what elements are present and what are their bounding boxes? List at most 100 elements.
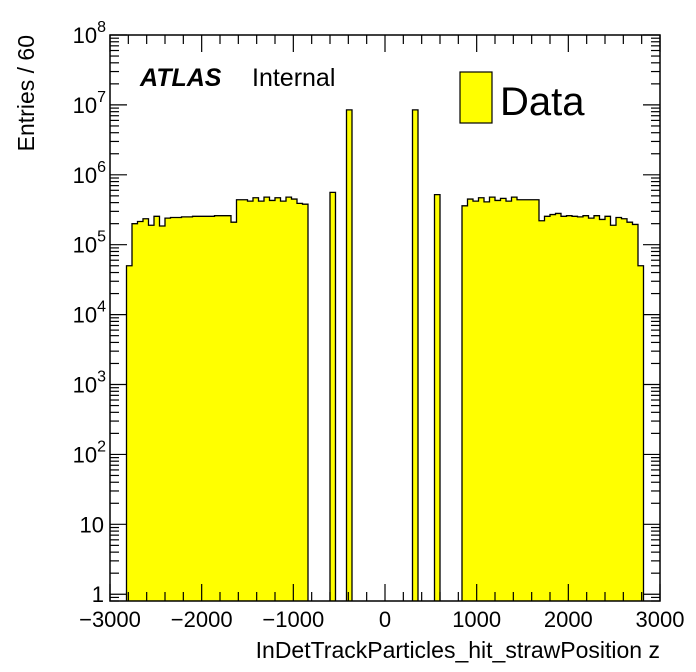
- histogram-bar: [187, 216, 193, 601]
- histogram-bar: [588, 218, 594, 601]
- histogram-bar: [522, 199, 528, 602]
- histogram-bar: [627, 222, 633, 601]
- plot-frame: [109, 34, 661, 602]
- histogram-bar: [236, 199, 242, 602]
- histogram-bar: [165, 218, 171, 601]
- histogram-bar: [253, 197, 259, 602]
- histogram-bar: [346, 109, 352, 601]
- y-tick-label: 107: [73, 89, 106, 118]
- histogram-bar: [181, 216, 187, 601]
- histogram-bar: [544, 216, 550, 602]
- histogram-bar: [302, 204, 308, 601]
- histogram-bar: [462, 205, 468, 601]
- histogram-bar: [412, 109, 418, 601]
- y-tick-label: 104: [73, 299, 106, 328]
- histogram-bar: [209, 216, 215, 602]
- histogram-outline: [125, 196, 309, 601]
- histogram-bar: [269, 200, 275, 601]
- histogram-bar: [159, 226, 165, 601]
- histogram-bar: [225, 215, 231, 601]
- histogram-bar: [473, 201, 479, 601]
- histogram-bar: [280, 201, 286, 601]
- x-tick-label: −2000: [171, 607, 233, 632]
- x-tick-label: −3000: [79, 607, 141, 632]
- histogram-bar: [137, 221, 143, 601]
- y-tick-label: 10: [80, 512, 104, 537]
- x-tick-label: 0: [379, 607, 391, 632]
- histogram-bar: [561, 216, 567, 602]
- histogram-bar: [176, 217, 182, 601]
- y-tick-label: 103: [73, 369, 106, 398]
- histogram-outline: [329, 191, 337, 601]
- histogram-bar: [583, 215, 589, 601]
- histogram-bar: [297, 203, 303, 601]
- histogram-bar: [275, 197, 281, 602]
- y-tick-label: 105: [73, 229, 106, 258]
- histogram-bar: [467, 199, 473, 602]
- histogram-bar: [577, 216, 583, 601]
- x-tick-label: 3000: [636, 607, 685, 632]
- histogram-outline: [345, 109, 353, 601]
- histogram-bar: [264, 197, 270, 601]
- histogram-bar: [143, 218, 149, 601]
- histogram-bar: [533, 199, 539, 602]
- histogram-bar: [203, 216, 209, 602]
- histogram-bar: [489, 197, 495, 601]
- y-tick-label: 106: [73, 159, 106, 188]
- x-tick-label: 2000: [544, 607, 593, 632]
- y-tick-label: 102: [73, 438, 106, 467]
- histogram-bar: [198, 216, 204, 602]
- histogram-bar: [610, 225, 616, 601]
- histogram-bar: [291, 199, 297, 602]
- histogram-outline: [433, 194, 441, 601]
- histogram-bar: [517, 199, 523, 602]
- histogram-bar: [154, 216, 160, 602]
- histogram-bar: [511, 197, 517, 601]
- x-tick-labels: −3000 −2000 −1000 0 1000 2000 3000: [79, 607, 684, 632]
- histogram-bar: [220, 215, 226, 601]
- atlas-label: ATLAS: [139, 64, 222, 92]
- histogram-outline: [461, 196, 645, 601]
- histogram-bar: [550, 214, 556, 601]
- histogram-bar: [632, 224, 638, 601]
- histogram-bar: [148, 225, 154, 601]
- histogram-bar: [528, 199, 534, 602]
- y-tick-label: 108: [73, 19, 106, 48]
- y-tick-labels: 1 10 102 103 104 105 106 107 108: [73, 19, 106, 607]
- histogram-bar: [539, 220, 545, 601]
- histogram-bar: [247, 201, 253, 601]
- y-tick-label: 1: [92, 582, 104, 607]
- histogram-bar: [478, 197, 484, 602]
- histogram-bar: [555, 213, 561, 601]
- x-tick-label: 1000: [452, 607, 501, 632]
- histogram-bar: [434, 194, 440, 601]
- histogram-bar: [506, 201, 512, 601]
- histogram-bar: [500, 198, 506, 601]
- internal-label: Internal: [252, 64, 335, 92]
- legend-entry: Data: [500, 80, 585, 124]
- histogram-bar: [330, 192, 336, 601]
- histogram-outline: [411, 109, 419, 601]
- histogram-bar: [605, 216, 611, 602]
- axis-ticks: [109, 34, 661, 602]
- histogram-bar: [495, 200, 501, 601]
- histogram-bar: [566, 215, 572, 601]
- histogram-bar: [242, 199, 248, 602]
- histogram-bar: [170, 217, 176, 601]
- histogram-bars: [125, 109, 645, 602]
- histogram-bar: [616, 217, 622, 601]
- histogram-bar: [231, 222, 237, 601]
- histogram-bar: [621, 218, 627, 601]
- histogram-bar: [599, 219, 605, 602]
- legend-swatch: [459, 71, 493, 124]
- histogram-bar: [594, 215, 600, 601]
- x-tick-label: −1000: [262, 607, 324, 632]
- histogram-bar: [572, 216, 578, 602]
- histogram-bar: [214, 215, 220, 601]
- histogram-bar: [192, 216, 198, 602]
- histogram-bar: [638, 265, 644, 601]
- histogram-bar: [132, 223, 138, 602]
- histogram-bar: [126, 265, 132, 601]
- x-axis-title: InDetTrackParticles_hit_strawPosition z: [256, 637, 660, 663]
